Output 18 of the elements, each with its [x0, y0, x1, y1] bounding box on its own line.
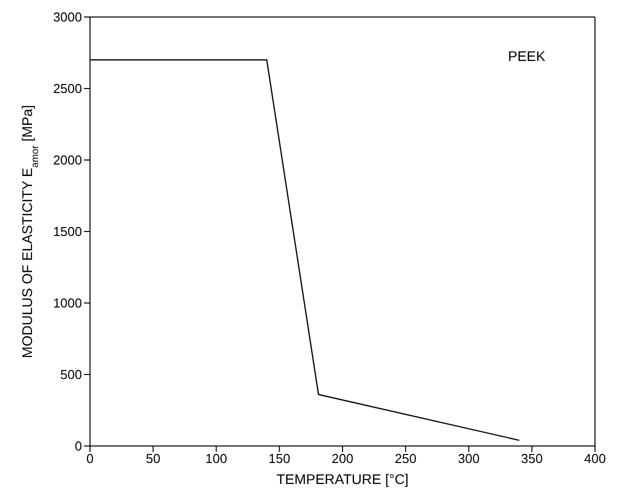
y-tick-label: 2000: [53, 152, 82, 168]
x-tick-label: 300: [458, 451, 480, 466]
y-tick-label: 1000: [53, 296, 82, 311]
y-tick-label: 0: [74, 438, 82, 454]
x-tick-label: 200: [332, 451, 354, 466]
x-tick-label: 150: [268, 451, 290, 466]
x-tick-label: 250: [394, 451, 416, 466]
x-axis-title: TEMPERATURE [°C]: [276, 471, 409, 487]
x-tick-label: 0: [86, 451, 94, 466]
y-tick-label: 1500: [53, 224, 82, 240]
x-tick-label: 400: [584, 451, 606, 466]
x-tick-label: 50: [146, 451, 160, 466]
y-tick-label: 500: [60, 367, 82, 382]
annotation: PEEK: [508, 48, 546, 64]
x-tick-label: 350: [521, 451, 543, 466]
y-tick-label: 3000: [53, 10, 82, 25]
y-tick-label: 2500: [53, 81, 82, 96]
x-tick-label: 100: [205, 451, 228, 466]
